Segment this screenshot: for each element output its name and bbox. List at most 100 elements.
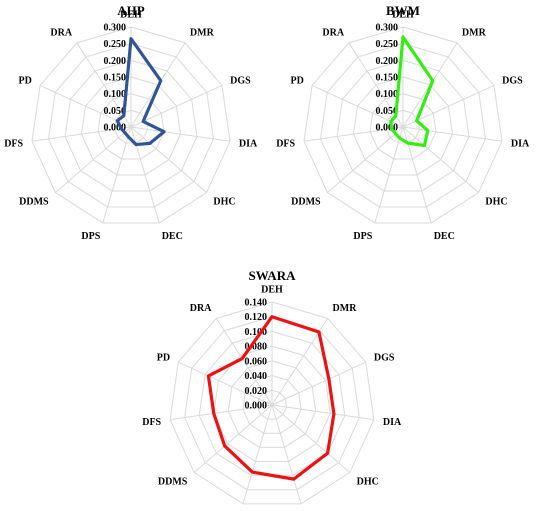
category-label: PD (19, 76, 32, 87)
tick-label: 0.000 (245, 401, 268, 412)
series-line (206, 315, 336, 481)
tick-label: 0.100 (376, 89, 399, 100)
chart-title: AHP (117, 3, 145, 18)
spoke-line (348, 42, 404, 128)
spoke-line (130, 85, 223, 128)
grid-ring (64, 59, 198, 192)
spoke-line (242, 404, 273, 504)
grid-ring (352, 76, 454, 176)
grid-ring (303, 26, 503, 224)
tick-label: 0.000 (376, 123, 399, 134)
category-label: DGS (374, 352, 395, 363)
category-label: PD (157, 352, 170, 363)
category-label: DFS (4, 139, 23, 150)
category-label: DPS (353, 231, 372, 242)
grid-ring (80, 76, 182, 176)
tick-label: 0.000 (104, 123, 127, 134)
spoke-line (271, 361, 366, 406)
category-label: DFS (142, 417, 161, 428)
spoke-line (169, 404, 273, 421)
grid-ring (97, 93, 165, 160)
grid-ring (213, 345, 331, 462)
spoke-line (402, 126, 479, 193)
tick-label: 0.120 (245, 312, 268, 323)
chart-title: BWM (386, 3, 420, 18)
spoke-line (327, 126, 404, 193)
tick-label: 0.020 (245, 386, 268, 397)
tick-label: 0.250 (104, 39, 127, 50)
spoke-line (271, 404, 351, 473)
tick-label: 0.300 (104, 23, 127, 34)
category-label: DMR (333, 303, 358, 314)
spoke-line (130, 126, 231, 142)
category-label: DHC (213, 196, 235, 207)
spoke-line (215, 318, 273, 406)
tick-label: 0.100 (104, 89, 127, 100)
grid-ring (47, 43, 215, 208)
category-label: DDMS (19, 196, 49, 207)
spoke-line (311, 85, 404, 128)
spoke-line (102, 126, 132, 224)
spoke-line (76, 42, 132, 128)
category-label: DRA (190, 303, 212, 314)
tick-label: 0.060 (245, 356, 268, 367)
category-label: DRA (50, 27, 72, 38)
tick-label: 0.250 (376, 39, 399, 50)
tick-label: 0.200 (104, 56, 127, 67)
category-label: DHC (357, 476, 379, 487)
spoke-line (31, 126, 132, 142)
category-label: PD (291, 76, 304, 87)
grid-ring (242, 375, 302, 434)
category-label: DDMS (158, 476, 188, 487)
tick-label: 0.150 (376, 73, 399, 84)
tick-label: 0.040 (245, 371, 268, 382)
category-label: DEH (392, 10, 414, 21)
spoke-line (271, 404, 302, 504)
grid-ring (184, 316, 360, 491)
category-label: DEH (120, 10, 142, 21)
category-label: DMR (462, 27, 487, 38)
spoke-line (374, 126, 404, 224)
spoke-line (55, 126, 132, 193)
category-label: DIA (239, 139, 258, 150)
category-label: DGS (502, 76, 523, 87)
series-line (389, 35, 435, 148)
tick-label: 0.300 (376, 23, 399, 34)
category-label: DEC (434, 231, 455, 242)
tick-label: 0.140 (245, 298, 268, 309)
category-label: DPS (81, 231, 100, 242)
spoke-line (130, 126, 207, 193)
category-label: DMR (190, 27, 215, 38)
grid-ring (256, 389, 288, 420)
category-label: DIA (511, 139, 530, 150)
spoke-line (271, 404, 375, 421)
grid-ring (169, 301, 375, 505)
grid-ring (336, 59, 470, 192)
spoke-line (303, 126, 404, 142)
category-label: DHC (485, 196, 507, 207)
tick-label: 0.100 (245, 327, 268, 338)
spoke-line (193, 404, 273, 473)
category-label: DRA (322, 27, 344, 38)
category-label: DFS (276, 139, 295, 150)
tick-label: 0.080 (245, 342, 268, 353)
grid-ring (31, 26, 231, 224)
grid-ring (227, 360, 317, 448)
category-label: DGS (230, 76, 251, 87)
radar-chart-2: SWARA 0.000 0.020 0.040 0.060 0.080 0.100 0.120… (142, 268, 402, 518)
spoke-line (39, 85, 132, 128)
category-label: DEC (162, 231, 183, 242)
spoke-line (402, 126, 503, 142)
grid-ring (319, 43, 487, 208)
category-label: DEH (261, 285, 283, 296)
tick-label: 0.050 (104, 106, 127, 117)
tick-label: 0.050 (376, 106, 399, 117)
radar-chart-1: BWM 0.000 0.050 0.100 0.150 0.200 0.250 0.300 DE… (276, 3, 530, 242)
tick-label: 0.200 (376, 56, 399, 67)
tick-label: 0.150 (104, 73, 127, 84)
category-label: DDMS (291, 196, 321, 207)
series-line (115, 37, 166, 147)
radar-chart-0: AHP 0.000 0.050 0.100 0.150 0.200 0.250 0.300 DE… (4, 3, 258, 242)
